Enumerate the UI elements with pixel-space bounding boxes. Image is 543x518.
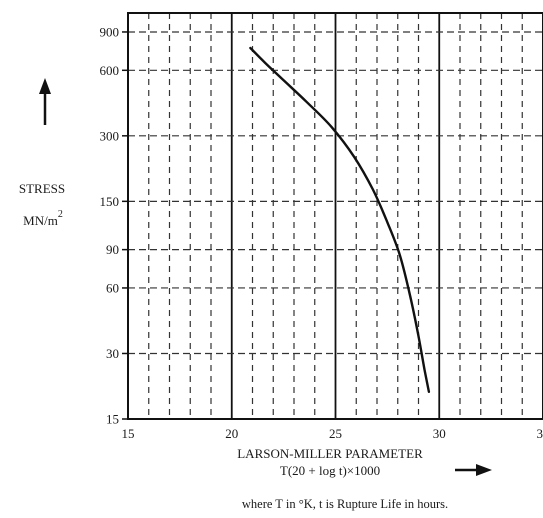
y-tick-label: 900 <box>100 24 120 39</box>
y-tick-label: 15 <box>106 412 119 427</box>
x-tick-label: 35 <box>537 426 543 441</box>
y-tick-label: 150 <box>100 194 120 209</box>
y-tick-label: 300 <box>100 128 120 143</box>
series-layer <box>249 46 431 393</box>
x-axis-label: LARSON-MILLER PARAMETER <box>237 446 423 461</box>
footnote: where T in °K, t is Rupture Life in hour… <box>242 497 448 511</box>
y-tick-label: 60 <box>106 280 119 295</box>
x-tick-label: 15 <box>122 426 135 441</box>
x-tick-label: 20 <box>225 426 238 441</box>
series-line-0 <box>249 46 431 393</box>
x-tick-label: 30 <box>433 426 446 441</box>
x-axis-arrow <box>455 464 492 476</box>
x-axis-formula: T(20 + log t)×1000 <box>280 463 380 478</box>
y-tick-label: 600 <box>100 63 120 78</box>
y-tick-label: 30 <box>106 346 119 361</box>
y-axis-unit: MN/m2 <box>23 209 63 228</box>
x-tick-label: 25 <box>329 426 342 441</box>
axis-ticks: 15 30 60 90 150 300 600 900 15 20 25 30 35 <box>100 24 543 441</box>
grid <box>128 13 543 419</box>
y-axis-arrow <box>39 78 51 125</box>
y-axis-label: STRESS <box>19 181 65 196</box>
plot-frame <box>127 12 543 420</box>
y-tick-label: 90 <box>106 242 119 257</box>
